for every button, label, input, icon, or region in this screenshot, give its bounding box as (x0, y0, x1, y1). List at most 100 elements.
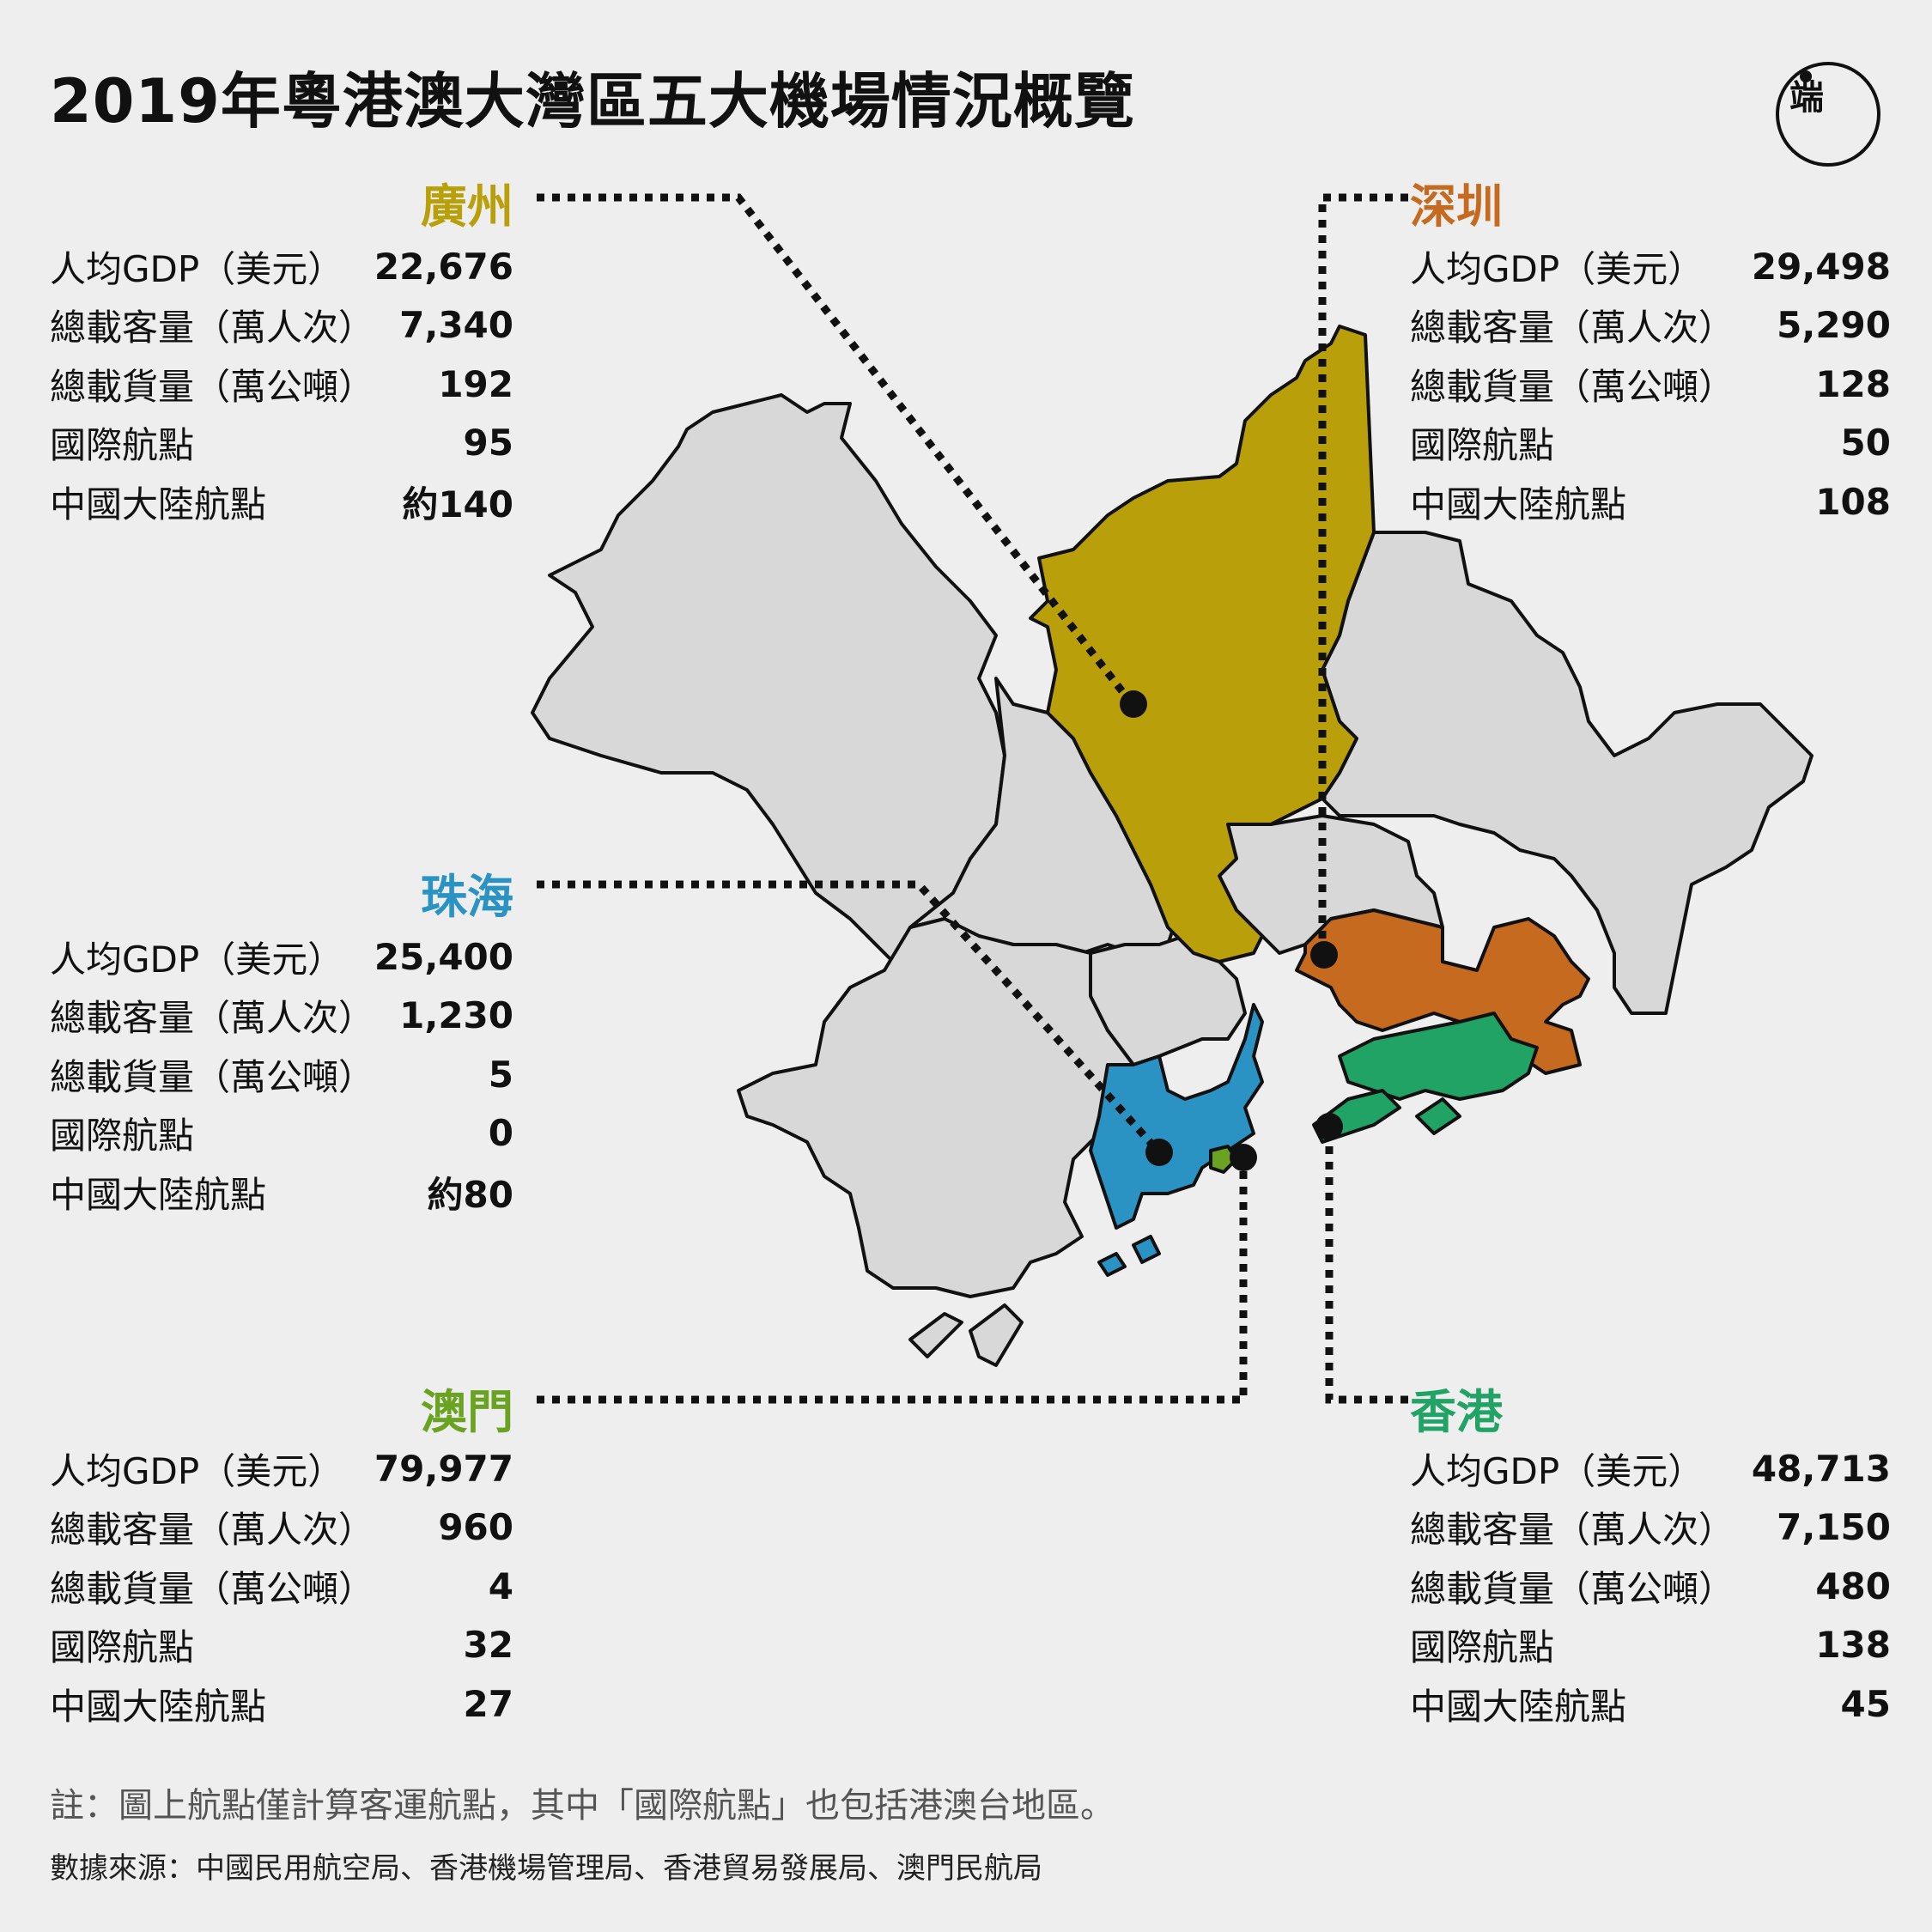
airport-dot-shenzhen (1310, 941, 1338, 969)
region-zhaoqing (531, 393, 1006, 963)
stat-label: 人均GDP（美元） (50, 247, 344, 290)
stat-row: 國際航點 0 (50, 1104, 513, 1163)
island-1 (908, 1312, 963, 1358)
region-shenzhen (1295, 908, 1590, 1075)
stat-value: 4 (488, 1564, 513, 1607)
airport-dot-zhuhai (1145, 1139, 1173, 1166)
stats-hongkong: 人均GDP（美元） 48,713 總載客量（萬人次） 7,150 總載貨量（萬公噸） 48… (1410, 1439, 1891, 1734)
stat-value: 480 (1815, 1564, 1891, 1607)
region-zhuhai-island (1132, 1235, 1161, 1264)
stat-row: 人均GDP（美元） 48,713 (1410, 1439, 1891, 1498)
region-macau (1209, 1145, 1238, 1174)
stat-label: 國際航點 (1410, 424, 1555, 467)
connector-shenzhen (1318, 193, 1408, 955)
city-name-guangzhou: 廣州 (421, 179, 513, 234)
stat-label: 總載貨量（萬公噸） (1410, 1567, 1735, 1610)
stat-value: 29,498 (1751, 245, 1891, 288)
region-zhuhai-island-2 (1097, 1252, 1127, 1277)
stat-label: 人均GDP（美元） (1410, 1449, 1704, 1492)
stat-value: 138 (1815, 1624, 1891, 1667)
stat-row: 總載貨量（萬公噸） 192 (50, 355, 513, 414)
stat-row: 總載貨量（萬公噸） 128 (1410, 355, 1891, 414)
stat-label: 中國大陸航點 (1410, 1685, 1627, 1728)
data-source: 數據來源：中國民用航空局、香港機場管理局、香港貿易發展局、澳門民航局 (50, 1851, 1042, 1886)
connector-hongkong (1325, 1127, 1408, 1404)
stat-value: 1,230 (399, 994, 513, 1037)
stat-row: 中國大陸航點 約140 (50, 472, 513, 532)
connector-zhuhai (537, 880, 1163, 1156)
stat-label: 人均GDP（美元） (50, 1449, 344, 1492)
stat-label: 中國大陸航點 (50, 1685, 267, 1728)
stat-row: 中國大陸航點 45 (1410, 1674, 1891, 1734)
stat-row: 國際航點 32 (50, 1616, 513, 1675)
logo: 端 (1776, 62, 1880, 167)
stat-row: 人均GDP（美元） 79,977 (50, 1439, 513, 1498)
connector-guangzhou (537, 193, 1137, 708)
stat-value: 0 (488, 1112, 513, 1155)
stat-value: 7,150 (1777, 1506, 1891, 1549)
stat-row: 國際航點 50 (1410, 414, 1891, 473)
airport-dot-hongkong (1315, 1113, 1343, 1140)
logo-glyph: 端 (1789, 78, 1824, 118)
stat-label: 總載貨量（萬公噸） (50, 365, 375, 408)
stat-row: 總載客量（萬人次） 7,340 (50, 296, 513, 355)
stat-label: 人均GDP（美元） (1410, 247, 1704, 290)
stat-value: 5 (488, 1053, 513, 1096)
stat-label: 國際航點 (1410, 1626, 1555, 1669)
stats-guangzhou: 人均GDP（美元） 22,676 總載客量（萬人次） 7,340 總載貨量（萬公噸） 19… (50, 237, 513, 532)
stat-value: 22,676 (374, 245, 513, 288)
stat-row: 總載貨量（萬公噸） 5 (50, 1045, 513, 1104)
stat-label: 國際航點 (50, 1115, 195, 1157)
stat-value: 960 (438, 1506, 513, 1549)
stat-label: 中國大陸航點 (50, 1173, 267, 1216)
region-zhongshan (1089, 934, 1247, 1066)
city-name-zhuhai: 珠海 (421, 870, 513, 924)
stat-value: 約80 (427, 1173, 513, 1216)
island-2 (969, 1303, 1024, 1367)
stat-row: 總載客量（萬人次） 5,290 (1410, 296, 1891, 355)
stats-shenzhen: 人均GDP（美元） 29,498 總載客量（萬人次） 5,290 總載貨量（萬公噸） 12… (1410, 237, 1891, 532)
page-title: 2019年粵港澳大灣區五大機場情況概覽 (50, 66, 1135, 137)
stat-row: 總載客量（萬人次） 960 (50, 1498, 513, 1558)
stat-value: 27 (463, 1682, 513, 1725)
stat-value: 25,400 (374, 935, 513, 978)
stat-value: 108 (1815, 480, 1891, 523)
connector-macau (537, 1159, 1248, 1404)
stat-row: 總載客量（萬人次） 1,230 (50, 987, 513, 1046)
city-name-shenzhen: 深圳 (1410, 179, 1503, 234)
region-zhuhai (1089, 1003, 1264, 1230)
stat-label: 總載客量（萬人次） (50, 307, 375, 349)
stats-macau: 人均GDP（美元） 79,977 總載客量（萬人次） 960 總載貨量（萬公噸） 4 國際航… (50, 1439, 513, 1734)
stat-value: 7,340 (399, 304, 513, 347)
stat-label: 國際航點 (50, 424, 195, 467)
stat-row: 總載貨量（萬公噸） 480 (1410, 1557, 1891, 1616)
stat-row: 國際航點 138 (1410, 1616, 1891, 1675)
stat-label: 中國大陸航點 (1410, 483, 1627, 526)
stat-label: 總載客量（萬人次） (1410, 307, 1735, 349)
stat-label: 總載客量（萬人次） (1410, 1509, 1735, 1552)
region-guangzhou (1029, 325, 1376, 963)
stat-row: 總載客量（萬人次） 7,150 (1410, 1498, 1891, 1558)
stats-zhuhai: 人均GDP（美元） 25,400 總載客量（萬人次） 1,230 總載貨量（萬公噸） 5 國… (50, 927, 513, 1222)
stat-row: 總載貨量（萬公噸） 4 (50, 1557, 513, 1616)
stat-value: 128 (1815, 362, 1891, 405)
stat-row: 中國大陸航點 27 (50, 1674, 513, 1734)
stat-value: 79,977 (374, 1447, 513, 1490)
stat-value: 50 (1840, 422, 1891, 465)
stat-row: 中國大陸航點 108 (1410, 472, 1891, 532)
city-name-hongkong: 香港 (1410, 1385, 1503, 1439)
stat-value: 192 (438, 362, 513, 405)
stat-value: 32 (463, 1624, 513, 1667)
stat-label: 總載客量（萬人次） (50, 1509, 375, 1552)
footnote: 註：圖上航點僅計算客運航點，其中「國際航點」也包括港澳台地區。 (50, 1786, 1115, 1826)
stat-label: 總載貨量（萬公噸） (50, 1567, 375, 1610)
stat-row: 人均GDP（美元） 29,498 (1410, 237, 1891, 296)
logo-dot-icon (1800, 70, 1812, 82)
airport-dot-guangzhou (1120, 690, 1147, 718)
stat-label: 中國大陸航點 (50, 483, 267, 526)
stat-row: 人均GDP（美元） 22,676 (50, 237, 513, 296)
stat-row: 國際航點 95 (50, 414, 513, 473)
stat-label: 總載貨量（萬公噸） (50, 1055, 375, 1098)
stat-value: 5,290 (1777, 304, 1891, 347)
